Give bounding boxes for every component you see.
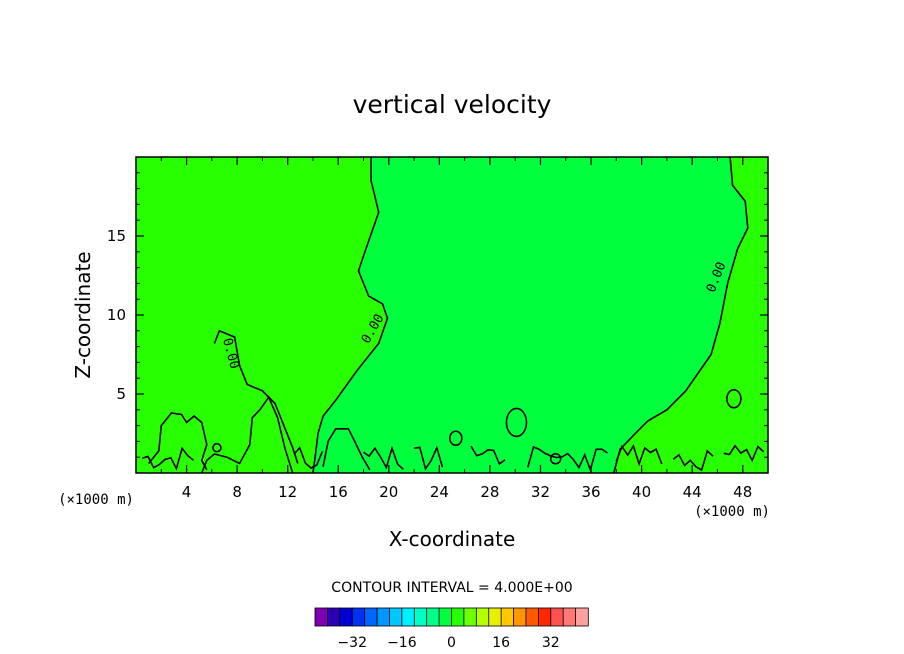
contour-line-right — [613, 156, 749, 474]
x-axis-label: X-coordinate — [389, 527, 516, 551]
colorbar-swatch — [376, 607, 391, 627]
contour-noise-3 — [363, 445, 404, 470]
colorbar-tick-label: −32 — [337, 635, 367, 651]
x-tick-label: 16 — [329, 483, 348, 501]
contour-cell-25 — [448, 430, 463, 447]
x-tick-label: 20 — [379, 483, 398, 501]
x-tick-label: 12 — [278, 483, 297, 501]
contour-noise-9 — [723, 444, 765, 463]
x-tick-label: 24 — [430, 483, 449, 501]
contour-line-tongue — [213, 329, 299, 464]
contour-lines — [142, 156, 765, 474]
colorbar-swatch — [463, 607, 478, 627]
contour-noise-1 — [142, 446, 194, 471]
colorbar-swatch — [500, 607, 515, 627]
y-tick-label: 10 — [107, 306, 126, 324]
colorbar: −32 −16 0 16 32 — [314, 607, 589, 651]
colorbar-tick-label: 16 — [492, 635, 510, 651]
y-axis: 5 10 15 — [107, 172, 768, 458]
colorbar-swatch — [339, 607, 353, 627]
colorbar-swatch — [327, 607, 341, 627]
x-tick-label: 28 — [480, 483, 499, 501]
x-unit-left: (×1000 m) — [58, 492, 134, 508]
contour-interval-text: CONTOUR INTERVAL = 4.000E+00 — [331, 580, 572, 596]
colorbar-tick-label: −16 — [387, 635, 417, 651]
contour-noise-5 — [470, 445, 506, 466]
x-tick-label: 36 — [581, 483, 600, 501]
y-tick-label: 5 — [116, 385, 126, 403]
colorbar-swatch — [426, 607, 440, 627]
y-axis-label: Z-coordinate — [71, 251, 95, 378]
colorbar-swatch — [550, 607, 564, 627]
colorbar-swatch — [513, 607, 527, 627]
x-tick-label: 48 — [733, 483, 752, 501]
x-tick-label: 44 — [683, 483, 702, 501]
contour-line-tongue-lower — [200, 395, 294, 474]
colorbar-swatch — [314, 607, 329, 627]
plot-area: 0.000.000.00 — [135, 156, 769, 474]
contour-cell-6 — [212, 442, 222, 453]
colorbar-swatch — [562, 607, 577, 627]
contour-cell-33 — [549, 452, 562, 465]
x-unit-right: (×1000 m) — [694, 504, 770, 520]
colorbar-swatch — [575, 607, 589, 627]
colorbar-swatch — [537, 607, 552, 627]
colorbar-swatch — [488, 607, 502, 627]
contour-noise-2 — [293, 446, 324, 469]
colorbar-swatch — [389, 607, 403, 627]
contour-noise-7 — [615, 444, 663, 467]
colorbar-swatch — [351, 607, 366, 627]
colorbar-swatch — [438, 607, 453, 627]
colorbar-swatch — [413, 607, 428, 627]
contour-line-left — [312, 157, 389, 474]
colorbar-tick-label: 32 — [542, 635, 560, 651]
x-tick-label: 32 — [531, 483, 550, 501]
chart-title: vertical velocity — [353, 90, 552, 119]
colorbar-tick-label: 0 — [447, 635, 456, 651]
colorbar-swatch — [525, 607, 540, 627]
x-tick-label: 4 — [182, 483, 192, 501]
contour-noise-6 — [527, 445, 608, 473]
x-tick-label: 8 — [232, 483, 242, 501]
y-tick-label: 15 — [107, 227, 126, 245]
contour-noise-4 — [413, 445, 444, 471]
x-axis: 4 8 12 16 20 24 28 32 36 40 44 48 — [160, 157, 752, 501]
contour-cell-30 — [505, 407, 528, 438]
contour-cell-47 — [726, 388, 742, 409]
contour-line-hill-left — [147, 412, 208, 471]
colorbar-swatch — [451, 607, 465, 627]
colorbar-swatch — [401, 607, 415, 627]
colorbar-swatch — [475, 607, 490, 627]
x-tick-label: 40 — [632, 483, 651, 501]
field-region-negative — [313, 157, 748, 473]
colorbar-swatch — [364, 607, 378, 627]
contour-noise-8 — [672, 449, 714, 472]
contour-line-hill-16 — [322, 428, 371, 471]
